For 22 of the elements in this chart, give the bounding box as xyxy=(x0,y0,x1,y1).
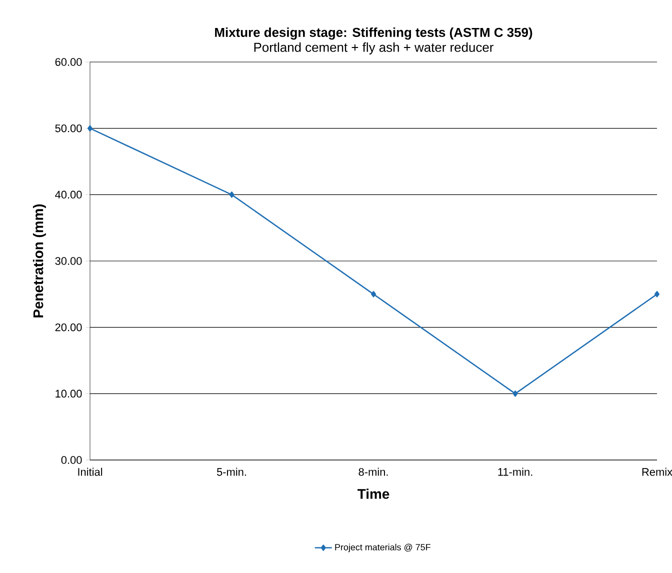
x-tick-label: 5-min. xyxy=(216,468,246,476)
legend-label: Project materials @ 75F xyxy=(335,544,430,552)
x-tick-label: Initial xyxy=(78,468,102,476)
chart-title: Mixture design stage: Stiffening tests (ASTM C 359) xyxy=(215,27,532,40)
x-tick-label: Remix xyxy=(642,468,672,476)
x-tick-label: 8-min. xyxy=(358,468,388,476)
y-tick-label: 20.00 xyxy=(55,323,82,332)
y-tick-label: 10.00 xyxy=(56,390,82,398)
x-axis-title: Time xyxy=(358,488,390,499)
point xyxy=(654,291,660,298)
point xyxy=(87,125,93,132)
chart-subtitle: Portland cement + fly ash + water reducer xyxy=(254,42,494,54)
point xyxy=(512,390,518,397)
point xyxy=(229,192,234,198)
y-tick-label: 50.00 xyxy=(55,124,82,132)
y-tick-label: 60.00 xyxy=(55,58,82,66)
y-tick-label: 30.00 xyxy=(55,257,82,265)
x-tick-label: 11-min. xyxy=(498,468,532,476)
y-tick-label: 40.00 xyxy=(55,190,82,199)
point xyxy=(370,291,376,298)
y-tick-label: 0.00 xyxy=(61,456,82,464)
y-axis-title: Penetration (mm) xyxy=(32,204,46,318)
